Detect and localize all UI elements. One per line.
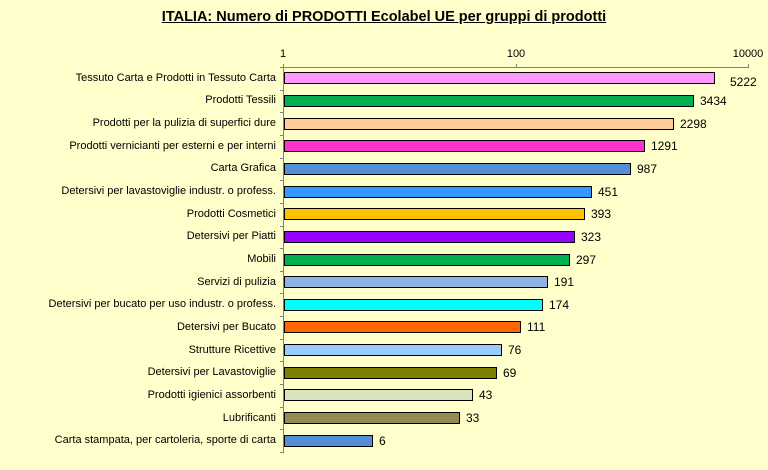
category-label: Prodotti igienici assorbenti (147, 389, 276, 401)
y-tick (280, 293, 284, 294)
bar (284, 72, 715, 84)
bar (284, 276, 548, 288)
bar (284, 412, 460, 424)
x-tick (748, 64, 749, 68)
y-tick (280, 90, 284, 91)
value-label: 3434 (700, 94, 727, 108)
value-label: 2298 (680, 117, 707, 131)
bar (284, 118, 674, 130)
category-label: Servizi di pulizia (197, 276, 276, 288)
category-label: Lubrificanti (222, 412, 276, 424)
x-axis-line (283, 67, 748, 68)
category-label: Carta stampata, per cartoleria, sporte d… (54, 434, 276, 446)
category-label: Prodotti Tessili (205, 94, 276, 106)
value-label: 451 (598, 185, 619, 199)
value-label: 111 (527, 320, 546, 334)
category-label: Mobili (247, 253, 276, 265)
bar (284, 367, 497, 379)
value-label: 69 (503, 366, 517, 380)
y-tick (280, 203, 284, 204)
y-tick (280, 226, 284, 227)
category-label: Detersivi per bucato per uso industr. o … (48, 298, 276, 310)
bar (284, 321, 521, 333)
y-tick (280, 135, 284, 136)
y-tick (280, 248, 284, 249)
bar (284, 344, 502, 356)
bar (284, 231, 575, 243)
value-label: 323 (581, 230, 602, 244)
y-tick (280, 384, 284, 385)
y-tick (280, 361, 284, 362)
x-tick (516, 64, 517, 68)
bar (284, 163, 631, 175)
value-label: 987 (637, 162, 658, 176)
y-tick (280, 180, 284, 181)
category-label: Strutture Ricettive (188, 344, 276, 356)
category-label: Tessuto Carta e Prodotti in Tessuto Cart… (75, 72, 276, 84)
x-tick-label: 10000 (732, 48, 764, 60)
category-label: Prodotti Cosmetici (186, 208, 276, 220)
value-label: 33 (466, 411, 480, 425)
value-label: 393 (591, 207, 612, 221)
bar (284, 389, 473, 401)
x-tick-label: 100 (506, 48, 526, 60)
y-tick (280, 429, 284, 430)
chart-title: ITALIA: Numero di PRODOTTI Ecolabel UE p… (161, 9, 607, 25)
category-label: Detersivi per Piatti (186, 230, 276, 242)
value-label: 297 (576, 253, 597, 267)
value-label: 5222 (730, 75, 757, 89)
value-label: 191 (554, 275, 575, 289)
y-tick (280, 452, 284, 453)
bar (284, 140, 645, 152)
y-tick (280, 67, 284, 68)
category-label: Detersivi per Lavastoviglie (147, 366, 276, 378)
value-label: 76 (508, 343, 522, 357)
value-label: 1291 (651, 139, 678, 153)
value-label: 6 (379, 434, 386, 448)
bar (284, 254, 570, 266)
category-label: Prodotti vernicianti per esterni e per i… (69, 140, 276, 152)
bar (284, 435, 373, 447)
category-label: Prodotti per la pulizia di superfici dur… (92, 117, 276, 129)
x-tick (283, 64, 284, 68)
bar (284, 186, 592, 198)
y-tick (280, 316, 284, 317)
y-axis-line (283, 67, 284, 452)
bar (284, 95, 694, 107)
y-tick (280, 407, 284, 408)
value-label: 43 (479, 388, 493, 402)
y-tick (280, 271, 284, 272)
bar (284, 299, 543, 311)
y-tick (280, 339, 284, 340)
bar (284, 208, 585, 220)
y-tick (280, 112, 284, 113)
category-label: Detersivi per Bucato (176, 321, 276, 333)
y-tick (280, 158, 284, 159)
category-label: Carta Grafica (210, 162, 276, 174)
x-tick-label: 1 (279, 48, 287, 60)
category-label: Detersivi per lavastoviglie industr. o p… (61, 185, 276, 197)
value-label: 174 (549, 298, 570, 312)
